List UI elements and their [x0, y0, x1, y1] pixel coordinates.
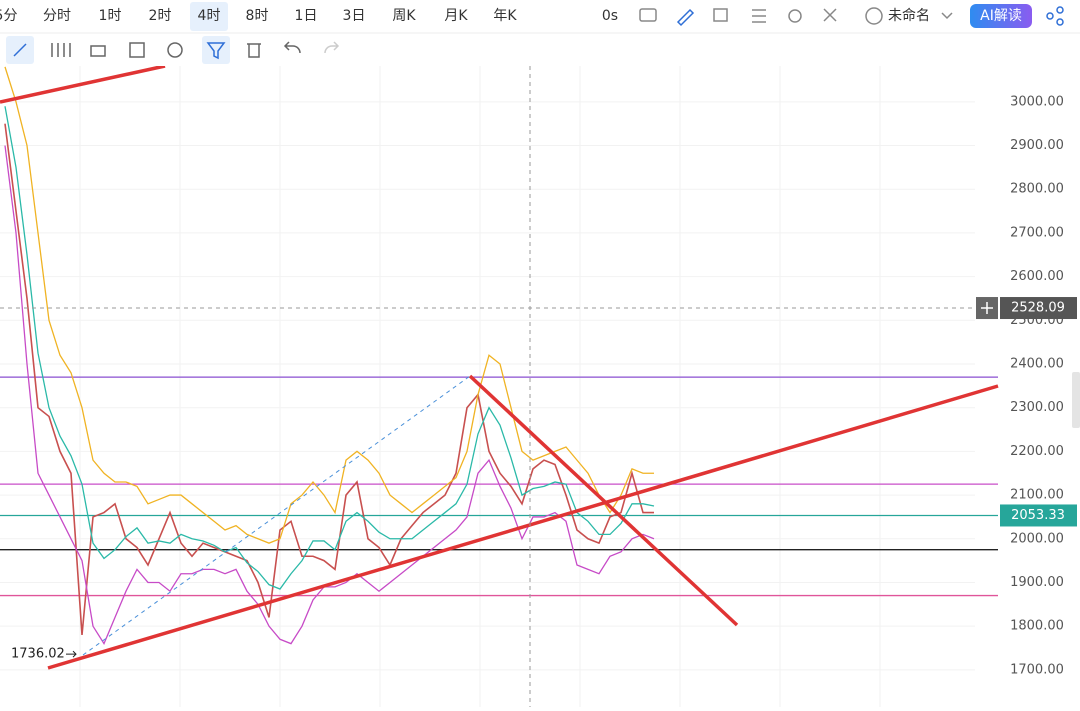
interval-tab[interactable]: 2时 — [149, 8, 172, 24]
list-icon[interactable] — [752, 9, 766, 23]
candle-tool[interactable] — [51, 43, 71, 57]
last-price-label: 2053.33 — [1011, 508, 1065, 523]
y-tick-label: 3000.00 — [1010, 94, 1064, 109]
interval-tab[interactable]: 1日 — [295, 8, 318, 24]
y-tick-label: 2000.00 — [1010, 531, 1064, 546]
plus-icon — [981, 302, 993, 315]
band-line — [4, 145, 655, 646]
delete-tool[interactable] — [247, 43, 261, 58]
active-interval-bg — [190, 2, 228, 31]
dropdown-icon[interactable] — [941, 12, 953, 20]
layout-name[interactable]: 未命名 — [888, 7, 930, 24]
low-label: 1736.02 — [11, 647, 65, 662]
drawing-tools — [6, 36, 340, 64]
pen-icon[interactable] — [676, 8, 695, 27]
trend-line — [0, 64, 166, 104]
y-tick-label: 2400.00 — [1010, 356, 1064, 371]
drawings — [0, 64, 999, 670]
interval-tab[interactable]: 月K — [444, 8, 468, 24]
interval-tab[interactable]: 3日 — [343, 8, 366, 24]
toolbar-icons — [639, 6, 1064, 27]
edit-tool[interactable] — [129, 42, 145, 58]
settings-icon[interactable] — [788, 9, 802, 23]
redo-tool[interactable] — [324, 41, 340, 54]
timer[interactable]: 0s — [602, 8, 618, 24]
camera-icon[interactable] — [639, 8, 657, 22]
interval-tab[interactable]: 4时 — [198, 8, 221, 24]
y-tick-label: 2300.00 — [1010, 400, 1064, 415]
y-tick-label: 2600.00 — [1010, 269, 1064, 284]
y-tick-label: 2800.00 — [1010, 182, 1064, 197]
note-icon[interactable] — [713, 8, 728, 22]
brush-tool[interactable] — [13, 43, 27, 57]
interval-tab[interactable]: 5分 — [0, 8, 17, 24]
ai-button[interactable] — [970, 4, 1032, 28]
ai-button-label[interactable]: AI解读 — [980, 7, 1022, 24]
trend-line — [47, 384, 999, 670]
y-tick-label: 1800.00 — [1010, 619, 1064, 634]
share-icon[interactable] — [1046, 12, 1054, 20]
y-tick-label: 2200.00 — [1010, 444, 1064, 459]
crosshair-label: 2528.09 — [1011, 301, 1065, 316]
y-tick-label: 1700.00 — [1010, 662, 1064, 677]
interval-tab[interactable]: 周K — [392, 8, 416, 24]
last-price-label-bg — [1000, 504, 1077, 527]
y-tick-label: 2900.00 — [1010, 138, 1064, 153]
magnet-tool[interactable] — [167, 42, 183, 58]
y-tick-label: 2700.00 — [1010, 225, 1064, 240]
band-line — [4, 66, 654, 544]
interval-tab[interactable]: 年K — [493, 8, 517, 24]
lock-tool[interactable] — [90, 45, 106, 57]
y-tick-label: 2100.00 — [1010, 488, 1064, 503]
low-arrow — [66, 650, 77, 658]
filter-tool[interactable] — [206, 42, 226, 60]
crosshair-label-bg — [1000, 297, 1077, 320]
y-tick-label: 1900.00 — [1010, 575, 1064, 590]
fullscreen-icon[interactable] — [823, 8, 837, 22]
price-line — [4, 123, 654, 635]
trend-line — [468, 374, 739, 627]
interval-tab[interactable]: 分时 — [43, 8, 71, 24]
undo-tool[interactable] — [283, 41, 301, 54]
interval-tab[interactable]: 8时 — [246, 8, 269, 24]
interval-tab[interactable]: 1时 — [99, 8, 122, 24]
side-handle[interactable] — [1072, 372, 1080, 428]
cloud-icon[interactable] — [865, 7, 883, 25]
band-line — [4, 106, 655, 590]
